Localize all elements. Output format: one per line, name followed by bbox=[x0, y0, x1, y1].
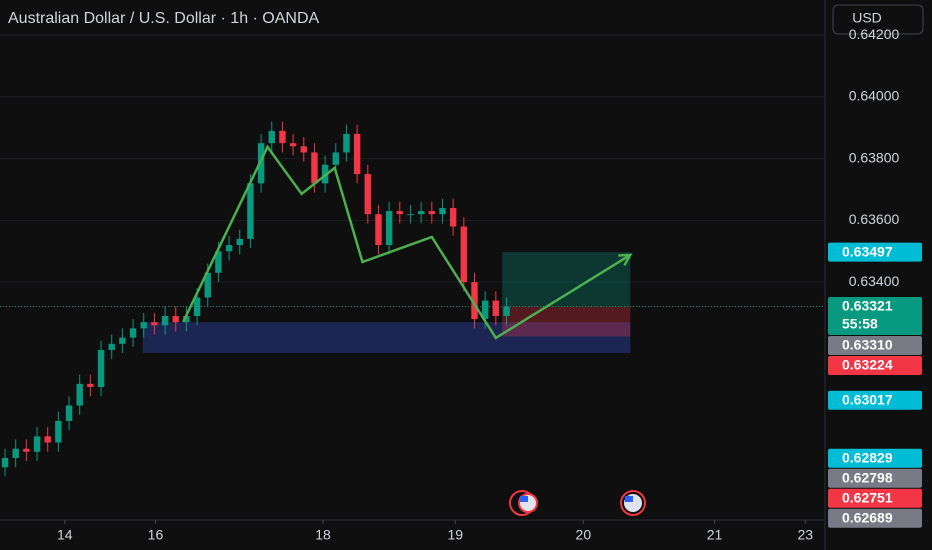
price-label: 0.62689 bbox=[842, 509, 893, 525]
candle-body bbox=[481, 300, 489, 320]
x-tick-label: 18 bbox=[315, 527, 331, 543]
candle-body bbox=[417, 211, 425, 215]
candle-body bbox=[193, 297, 201, 317]
candle-body bbox=[247, 183, 254, 239]
candle-body bbox=[151, 322, 158, 326]
price-label: 0.63497 bbox=[842, 243, 893, 259]
candle-body bbox=[300, 146, 307, 153]
demand-zone bbox=[142, 322, 631, 354]
event-flag[interactable] bbox=[620, 490, 646, 516]
candle-body bbox=[172, 316, 179, 323]
price-label-box bbox=[828, 355, 922, 375]
candle-body bbox=[375, 214, 382, 246]
candle-body bbox=[439, 208, 446, 215]
event-flag[interactable] bbox=[509, 490, 538, 516]
price-label: 0.63017 bbox=[842, 391, 893, 407]
price-label: 0.62798 bbox=[842, 469, 893, 485]
candle-body bbox=[449, 208, 457, 227]
candle-body bbox=[44, 436, 51, 443]
x-tick-label: 16 bbox=[148, 527, 164, 543]
candle-body bbox=[503, 306, 510, 317]
price-label-box bbox=[828, 468, 922, 488]
candle-body bbox=[87, 383, 94, 387]
candle-body bbox=[428, 211, 436, 215]
pattern-arrow bbox=[618, 253, 633, 266]
price-label-box bbox=[828, 448, 922, 468]
candle-body bbox=[76, 383, 83, 406]
candle-body bbox=[108, 343, 115, 350]
candle-body bbox=[129, 328, 137, 338]
candle-body bbox=[289, 143, 297, 147]
x-tick-label: 21 bbox=[707, 527, 723, 543]
candle-body bbox=[65, 405, 73, 421]
candle-body bbox=[225, 245, 233, 252]
candle-body bbox=[396, 211, 404, 215]
candle-body bbox=[353, 133, 361, 175]
price-label: 0.63310 bbox=[842, 337, 893, 353]
y-tick-label: 0.63800 bbox=[849, 149, 900, 165]
candle-body bbox=[460, 226, 468, 283]
candle-body bbox=[343, 133, 350, 153]
x-tick-label: 14 bbox=[57, 527, 73, 543]
price-label: 0.62829 bbox=[842, 449, 893, 465]
price-label: 0.63321 bbox=[842, 298, 893, 314]
candle-body bbox=[492, 300, 500, 317]
y-tick-label: 0.64000 bbox=[849, 88, 900, 104]
candle-body bbox=[311, 152, 318, 184]
price-countdown: 55:58 bbox=[842, 316, 878, 332]
currency-label[interactable]: USD bbox=[852, 10, 882, 26]
candle-body bbox=[161, 316, 169, 326]
currency-button[interactable] bbox=[832, 4, 924, 35]
price-label-box bbox=[828, 488, 922, 508]
candle-body bbox=[140, 322, 147, 329]
x-tick-label: 20 bbox=[576, 527, 592, 543]
y-tick-label: 0.64200 bbox=[849, 26, 900, 42]
pattern-line bbox=[182, 144, 631, 340]
candle-body bbox=[407, 214, 414, 216]
candle-body bbox=[55, 420, 62, 443]
candle-body bbox=[23, 448, 30, 452]
plot-area bbox=[0, 34, 825, 477]
price-label: 0.63224 bbox=[842, 357, 893, 373]
price-label-box bbox=[828, 296, 922, 335]
x-tick-label: 19 bbox=[447, 527, 463, 543]
candle-body bbox=[215, 251, 222, 273]
candle-body bbox=[204, 272, 211, 298]
price-label-box bbox=[828, 335, 922, 355]
candle-body bbox=[279, 130, 286, 144]
target-zone bbox=[502, 252, 631, 307]
candle-body bbox=[385, 211, 393, 246]
price-label-box bbox=[828, 390, 922, 410]
candle-body bbox=[33, 436, 41, 452]
candle-body bbox=[183, 316, 190, 323]
candle-body bbox=[364, 174, 371, 215]
price-label-box bbox=[828, 508, 922, 528]
candle-body bbox=[97, 349, 105, 387]
candle-body bbox=[119, 337, 126, 344]
candle-body bbox=[268, 130, 275, 144]
candle-body bbox=[257, 143, 265, 184]
candle-body bbox=[1, 457, 9, 468]
price-label-box bbox=[828, 242, 922, 262]
y-tick-label: 0.63400 bbox=[849, 273, 900, 289]
y-tick-label: 0.63600 bbox=[849, 211, 900, 227]
x-tick-label: 23 bbox=[797, 527, 813, 543]
candle-body bbox=[471, 282, 478, 320]
price-label: 0.62751 bbox=[842, 489, 893, 505]
candle-body bbox=[236, 238, 243, 246]
candle-body bbox=[12, 448, 19, 458]
chart-title: Australian Dollar / U.S. Dollar · 1h · O… bbox=[8, 10, 320, 27]
candle-body bbox=[332, 152, 339, 165]
